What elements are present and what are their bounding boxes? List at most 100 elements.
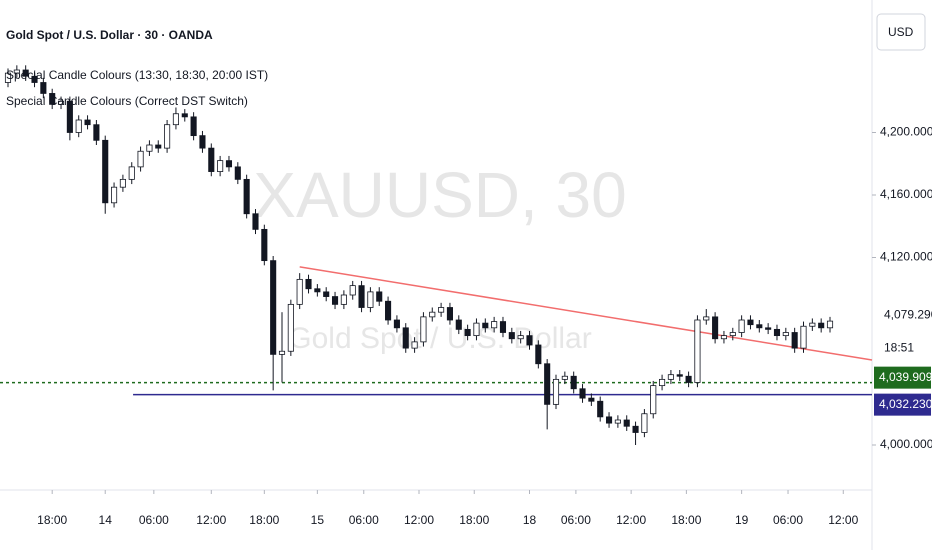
candle-body [278,350,286,355]
x-tick-label: 14 [99,513,113,527]
y-tick-label: 4,000.000 [880,437,932,451]
candle-body [429,311,436,318]
indicator-label: Special Candle Colours (Correct DST Swit… [6,94,248,108]
candle-body [685,375,692,383]
last-price-label: 4,079.290 [884,307,932,321]
candle-body [323,291,330,297]
candle-body [367,291,374,308]
currency-button[interactable] [876,13,926,51]
candle-body [49,93,56,105]
price-label-box [874,366,931,389]
candle-body [756,324,763,329]
candle-body [296,278,303,305]
candle-body [349,285,356,296]
indicator-label: Special Candle Colours (13:30, 18:30, 20… [6,68,268,82]
currency[interactable]: USD [888,25,914,39]
candle-body [535,344,542,365]
candle-body [119,178,126,188]
candle-body [800,325,807,349]
watermark: XAUUSD, 30 [253,159,626,231]
candle-body [234,166,241,180]
x-tick-label: 12:00 [616,513,646,527]
candle-body [31,75,38,83]
candle-body [641,413,648,433]
x-tick-label: 12:00 [404,513,434,527]
candle-body [340,294,347,305]
candle-body [102,139,109,204]
candle-body [729,332,736,337]
candle-body [446,307,453,321]
y-tick-label: 4,120.000 [880,250,932,264]
candle-body [659,378,666,387]
candle-body [508,332,515,340]
x-tick-label: 15 [311,513,325,527]
x-tick-label: 18:00 [459,513,489,527]
x-tick-label: 18:00 [671,513,701,527]
candle-body [632,425,639,433]
candle-body [111,186,118,204]
x-tick-label: 19 [735,513,749,527]
candle-body [667,374,674,380]
watermark-subtitle: Gold Spot / U.S. Dollar [288,322,591,355]
candle-body [738,319,745,333]
candle-body [694,319,701,383]
candle-body [570,375,577,390]
candle-body [287,303,294,352]
candle-body [597,400,604,418]
candle-body [128,166,135,180]
candle-body [411,341,418,349]
candle-body [208,147,215,172]
x-tick-label: 06:00 [773,513,803,527]
candle-body [473,322,480,337]
x-tick-label: 18:00 [249,513,279,527]
candle-body [305,278,312,290]
candle-body [826,320,834,329]
candle-body [747,319,754,326]
candle-body [605,416,613,424]
candle-body [190,116,197,137]
y-tick-label: 4,200.000 [880,125,932,139]
candle-body [623,419,630,427]
candle-body [314,288,321,293]
candle-body [181,113,188,118]
candle-body [146,144,153,152]
candle-body [809,322,816,327]
candle-body [217,160,224,172]
candle-body [84,119,91,126]
y-tick-label: 4,160.000 [880,187,932,201]
candle-body [270,260,277,355]
candle-body [499,321,507,333]
candle-body [588,397,595,402]
candle-body [482,322,489,329]
candle-body [491,321,498,329]
candle-body [650,385,657,415]
candle-body [720,335,728,340]
candle-body [782,332,789,337]
candle-body [544,363,551,405]
candle-body [455,319,462,330]
candle-body [261,228,268,262]
x-tick-label: 18 [523,513,537,527]
candle-body [818,322,825,329]
candle-body [712,316,719,340]
candle-body [243,178,250,215]
candle-body [137,150,144,168]
candle-body [526,335,533,346]
candle-body [791,332,798,349]
x-tick-label: 12:00 [196,513,226,527]
candle-body [517,335,524,340]
candle-body [66,100,73,133]
candle-body [773,328,781,337]
candle-body [199,135,206,149]
price-label: 4,039.909 [879,370,932,384]
candle-body [172,113,179,126]
x-tick-label: 18:00 [37,513,67,527]
candle-body [4,72,12,83]
x-tick-label: 06:00 [561,513,591,527]
candle-body [57,100,65,105]
candle-body [13,69,20,74]
candle-body [676,374,683,377]
x-tick-label: 06:00 [139,513,169,527]
candle-body [252,213,259,230]
